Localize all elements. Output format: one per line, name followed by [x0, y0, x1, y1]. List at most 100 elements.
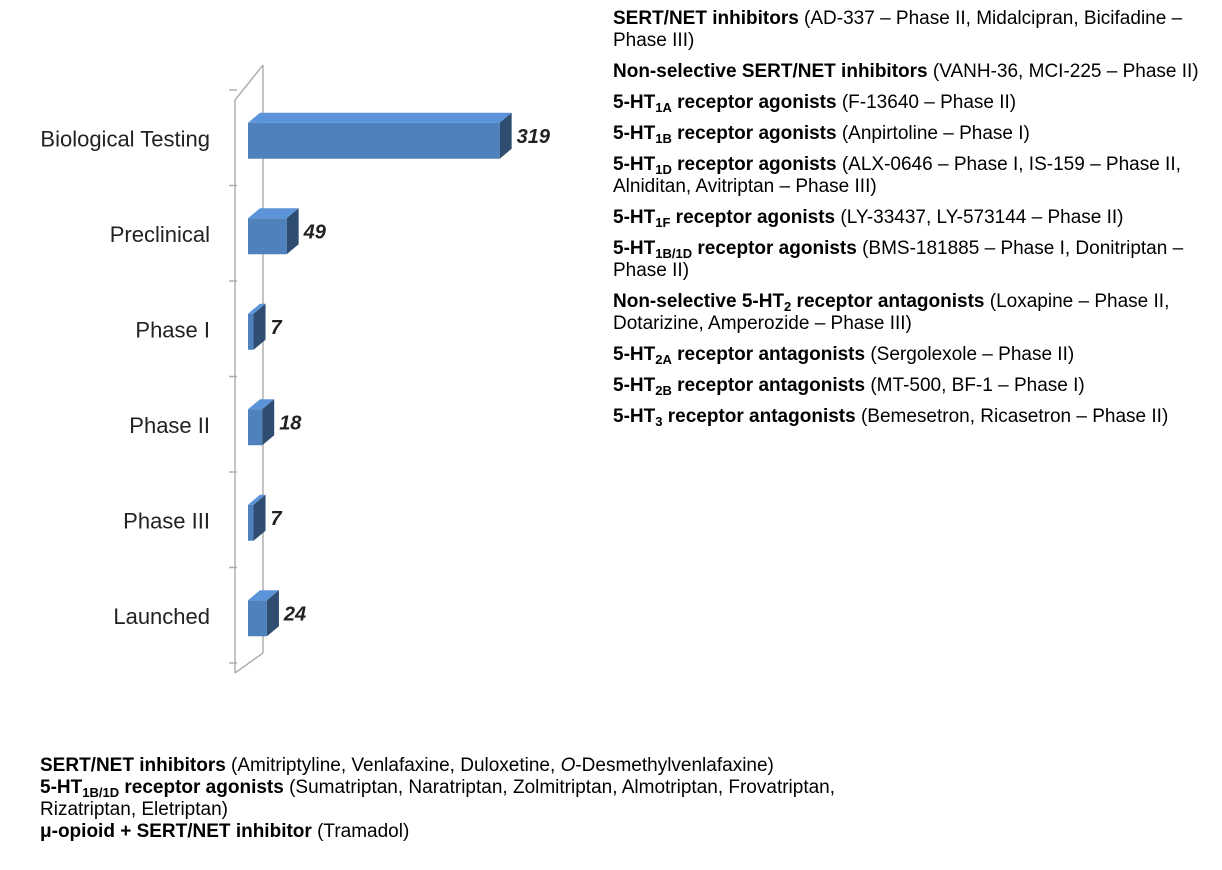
bar-top [248, 112, 512, 123]
text-plain: (AD-337 – Phase II, Midalcipran, Bicifad… [613, 8, 1183, 51]
bar-side [262, 399, 275, 446]
text-sub: 1B [655, 131, 672, 146]
text-bold: Non-selective SERT/NET inhibitors [613, 61, 928, 82]
category-label: Biological Testing [40, 127, 210, 152]
text-sub: 3 [655, 414, 663, 429]
text-plain: -Desmethylvenlafaxine) [575, 755, 774, 776]
category-label: Launched [113, 604, 210, 629]
bar [248, 313, 254, 350]
text-bold: receptor agonists [671, 92, 837, 113]
bottom-list: SERT/NET inhibitors (Amitriptyline, Venl… [40, 755, 870, 843]
text-bold: 5-HT [613, 123, 656, 144]
bar-top [248, 399, 275, 410]
text-plain: (Anpirtoline – Phase I) [836, 123, 1030, 144]
text-bold: receptor antagonists [791, 291, 985, 312]
bar-top [248, 208, 299, 219]
text-bold: SERT/NET inhibitors [613, 8, 799, 29]
category-label: Phase III [123, 509, 210, 534]
axis-wall [234, 652, 264, 674]
bar-side [266, 590, 279, 637]
text-bold: receptor antagonists [671, 344, 866, 365]
text-bold: 5-HT [613, 238, 656, 259]
bar-top [248, 590, 279, 601]
list-item: 5-HT1B/1D receptor agonists (Sumatriptan… [40, 777, 870, 821]
text-plain: (Amitriptyline, Venlafaxine, Duloxetine, [225, 755, 561, 776]
text-bold: receptor agonists [119, 777, 284, 798]
list-item: 5-HT2B receptor antagonists (MT-500, BF-… [613, 375, 1213, 397]
text-bold: receptor antagonists [662, 406, 856, 427]
axis-wall [234, 64, 264, 101]
bar-top [248, 494, 266, 505]
text-plain: (MT-500, BF-1 – Phase I) [865, 375, 1085, 396]
bar-side [286, 208, 299, 255]
bar [248, 409, 263, 446]
list-item: 5-HT1A receptor agonists (F-13640 – Phas… [613, 92, 1213, 114]
list-item: 5-HT1B receptor agonists (Anpirtoline – … [613, 123, 1213, 145]
text-bold: 5-HT [613, 375, 656, 396]
bar [248, 218, 287, 255]
text-bold: 5-HT [613, 154, 656, 175]
text-bold: 5-HT [613, 406, 656, 427]
chart: Biological Testing 319 Preclinical 49 Phase … [40, 64, 551, 674]
text-bold: μ-opioid + SERT/NET inhibitor [40, 821, 312, 842]
value-label: 319 [517, 126, 551, 148]
text-bold: 5-HT [613, 92, 656, 113]
text-bold: Non-selective 5-HT [613, 291, 785, 312]
list-item: 5-HT1F receptor agonists (LY-33437, LY-5… [613, 207, 1213, 229]
text-sub: 1D [655, 162, 672, 177]
text-plain: (BMS-181885 – Phase I, Donitriptan – Pha… [613, 238, 1184, 281]
text-bold: SERT/NET inhibitors [40, 755, 226, 776]
text-bold: receptor antagonists [671, 375, 866, 396]
text-italic: O [560, 755, 576, 776]
text-bold: receptor agonists [671, 123, 837, 144]
right-list: SERT/NET inhibitors (AD-337 – Phase II, … [613, 8, 1213, 437]
text-plain: (LY-33437, LY-573144 – Phase II) [835, 207, 1124, 228]
category-label: Preclinical [110, 222, 210, 247]
list-item: μ-opioid + SERT/NET inhibitor (Tramadol) [40, 821, 870, 843]
list-item: 5-HT1B/1D receptor agonists (BMS-181885 … [613, 238, 1213, 282]
value-label: 7 [271, 317, 283, 339]
text-sub: 2A [655, 352, 672, 367]
list-item: Non-selective 5-HT2 receptor antagonists… [613, 291, 1213, 335]
text-plain: (F-13640 – Phase II) [836, 92, 1017, 113]
text-sub: 2B [655, 383, 672, 398]
text-plain: (VANH-36, MCI-225 – Phase II) [927, 61, 1199, 82]
text-bold: 5-HT [613, 207, 656, 228]
text-plain: (Loxapine – Phase II, Dotarizine, Ampero… [613, 291, 1170, 334]
bar-side [499, 112, 512, 159]
bar-side [253, 494, 266, 541]
text-sub: 1A [655, 100, 672, 115]
text-plain: (Tramadol) [311, 821, 410, 842]
bar [248, 504, 254, 541]
text-bold: receptor agonists [671, 154, 837, 175]
category-label: Phase I [135, 318, 210, 343]
list-item: Non-selective SERT/NET inhibitors (VANH-… [613, 61, 1213, 83]
text-plain: (Bemesetron, Ricasetron – Phase II) [855, 406, 1169, 427]
list-item: 5-HT3 receptor antagonists (Bemesetron, … [613, 406, 1213, 428]
value-label: 7 [271, 508, 283, 530]
bar-top [248, 303, 266, 314]
text-bold: 5-HT [40, 777, 83, 798]
list-item: 5-HT1D receptor agonists (ALX-0646 – Pha… [613, 154, 1213, 198]
bar [248, 600, 267, 637]
list-item: SERT/NET inhibitors (AD-337 – Phase II, … [613, 8, 1213, 52]
text-plain: (ALX-0646 – Phase I, IS-159 – Phase II, … [613, 154, 1181, 197]
text-bold: receptor agonists [692, 238, 857, 259]
text-sub: 2 [784, 299, 792, 314]
text-sub: 1B/1D [655, 246, 693, 261]
category-label: Phase II [129, 413, 210, 438]
text-bold: 5-HT [613, 344, 656, 365]
bar [248, 122, 500, 159]
value-label: 49 [303, 222, 327, 244]
text-sub: 1B/1D [82, 785, 120, 800]
text-plain: (Sumatriptan, Naratriptan, Zolmitriptan,… [40, 777, 836, 820]
bar-side [253, 303, 266, 350]
text-sub: 1F [655, 215, 671, 230]
list-item: SERT/NET inhibitors (Amitriptyline, Venl… [40, 755, 870, 777]
list-item: 5-HT2A receptor antagonists (Sergolexole… [613, 344, 1213, 366]
text-plain: (Sergolexole – Phase II) [865, 344, 1075, 365]
value-label: 18 [279, 413, 302, 435]
value-label: 24 [283, 604, 306, 626]
text-bold: receptor agonists [670, 207, 836, 228]
